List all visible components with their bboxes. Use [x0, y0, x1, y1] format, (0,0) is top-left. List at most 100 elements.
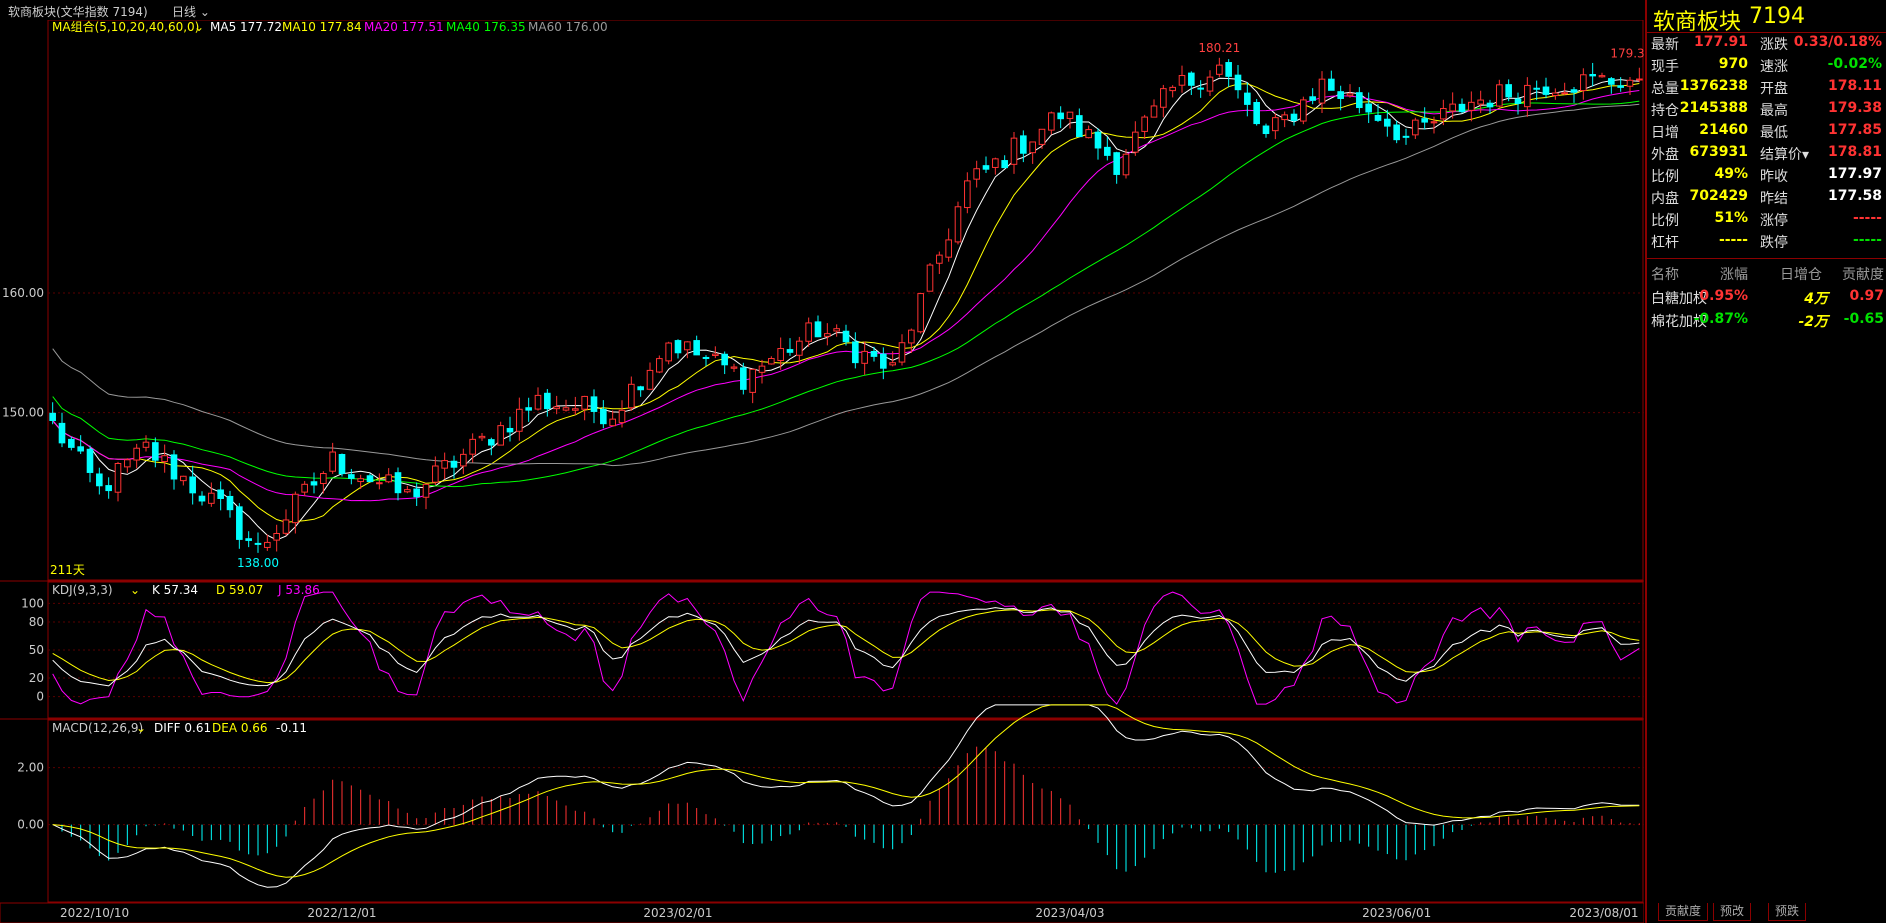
quote-row: 现手 970 速涨 -0.02%: [1647, 54, 1886, 76]
kdj-y-tick: 0: [36, 690, 44, 704]
candle-body: [58, 422, 66, 444]
candle-body: [1113, 152, 1120, 175]
candle-body: [516, 408, 523, 432]
period-label: 日线: [172, 5, 197, 19]
candle-body: [1038, 128, 1046, 145]
tab-2[interactable]: 预改: [1713, 903, 1752, 921]
divider: [1647, 32, 1886, 33]
column-header[interactable]: 贡献度: [1842, 267, 1884, 283]
candle-body: [1458, 103, 1466, 113]
quote-label: 昨结: [1760, 191, 1788, 207]
candle-body: [506, 427, 514, 433]
column-header[interactable]: 日增仓: [1780, 267, 1822, 283]
price-chart[interactable]: 160.00 150.00 180.21 138.00 179.38 211天 MA组合(5…: [0, 0, 1644, 923]
candle-body: [544, 392, 551, 410]
column-header[interactable]: 名称: [1651, 267, 1679, 283]
candle-body: [1430, 121, 1438, 124]
candle-body: [161, 455, 168, 463]
candle-body: [1505, 84, 1512, 98]
candle-body: [133, 447, 140, 461]
y-tick-label: 160.00: [2, 286, 44, 300]
candle-body: [1225, 62, 1232, 77]
quote-value: 673931: [1689, 144, 1748, 160]
x-axis-label: 2023/02/01: [643, 906, 712, 920]
candle-body: [348, 474, 355, 479]
candle-body: [786, 349, 794, 353]
candle-body: [693, 340, 700, 356]
candle-body: [366, 475, 374, 483]
tab-3[interactable]: 预跌: [1768, 903, 1807, 921]
x-axis-label: 2022/12/01: [307, 906, 376, 920]
kdj-y-tick: 50: [29, 643, 44, 657]
quote-value: 2145388: [1679, 100, 1748, 116]
candle-body: [740, 367, 747, 390]
quote-label: 最新: [1651, 37, 1679, 53]
divider: [1647, 258, 1886, 259]
candle-body: [637, 386, 644, 391]
candle-body: [1393, 124, 1400, 141]
candle-body: [721, 353, 728, 366]
candle-body: [1244, 92, 1251, 105]
candle-body: [1561, 92, 1568, 95]
contribution-value: -0.65: [1843, 311, 1884, 327]
candle-body: [413, 488, 420, 498]
chart-title-bar: 软商板块(文华指数 7194) 日线 ⌄: [0, 0, 1644, 20]
quote-value: 51%: [1714, 210, 1748, 226]
candle-body: [1346, 93, 1354, 97]
candle-body: [1001, 160, 1008, 169]
column-header[interactable]: 涨幅: [1720, 267, 1748, 283]
candle-body: [488, 439, 495, 446]
quote-value: 177.58: [1827, 188, 1882, 204]
candle-body: [982, 165, 990, 170]
candle-body: [254, 542, 262, 545]
macd-y-tick: 0.00: [17, 818, 44, 832]
macd-label: MACD(12,26,9): [52, 721, 143, 735]
quote-value: 177.85: [1827, 122, 1882, 138]
quote-label[interactable]: 结算价▾: [1760, 147, 1810, 163]
quote-row: 总量 1376238 开盘 178.11: [1647, 76, 1886, 98]
quote-label: 日增: [1651, 125, 1679, 141]
ma-line-ma20: [52, 90, 1640, 502]
candle-body: [1365, 103, 1372, 113]
candle-body: [712, 353, 719, 357]
candle-body: [1449, 103, 1456, 112]
candle-body: [478, 435, 486, 439]
tab-1[interactable]: 贡献度: [1658, 903, 1709, 921]
instrument-code: 7194: [1749, 4, 1805, 29]
candle-body: [926, 264, 934, 292]
candle-body: [1374, 114, 1382, 121]
contract-name: 白糖加权: [1651, 291, 1707, 307]
chevron-down-icon: ⌄: [130, 583, 140, 597]
candle-body: [1636, 78, 1643, 81]
candle-body: [1524, 84, 1531, 108]
candle-body: [469, 438, 476, 455]
candle-body: [1150, 105, 1158, 118]
open-interest-change: -2万: [1798, 314, 1828, 330]
quote-value: 702429: [1689, 188, 1748, 204]
candle-body: [992, 158, 999, 168]
period-selector[interactable]: 日线 ⌄: [172, 3, 210, 20]
candle-body: [964, 180, 971, 209]
candle-body: [1188, 72, 1195, 86]
candle-body: [329, 451, 336, 472]
quote-label: 速涨: [1760, 59, 1788, 75]
quote-value: 177.91: [1693, 34, 1748, 50]
candle-body: [152, 442, 159, 461]
macd-value: -0.11: [276, 721, 307, 735]
kdj-y-tick: 20: [29, 671, 44, 685]
contribution-row[interactable]: 棉花加权 -0.87% -2万 -0.65: [1647, 309, 1886, 332]
candle-body: [217, 489, 224, 499]
quote-label: 现手: [1651, 59, 1679, 75]
kdj-k-value: K 57.34: [152, 583, 198, 597]
contribution-row[interactable]: 白糖加权 0.95% 4万 0.97: [1647, 286, 1886, 309]
chevron-down-icon: ⌄: [194, 20, 204, 34]
candle-body: [77, 446, 84, 452]
candle-body: [1617, 85, 1624, 88]
candle-body: [954, 206, 962, 243]
candle-body: [1104, 146, 1111, 156]
candle-body: [376, 482, 383, 485]
candle-body: [908, 329, 915, 344]
quote-value: 21460: [1699, 122, 1748, 138]
quote-label: 外盘: [1651, 147, 1679, 163]
kdj-line-j: [52, 591, 1640, 705]
